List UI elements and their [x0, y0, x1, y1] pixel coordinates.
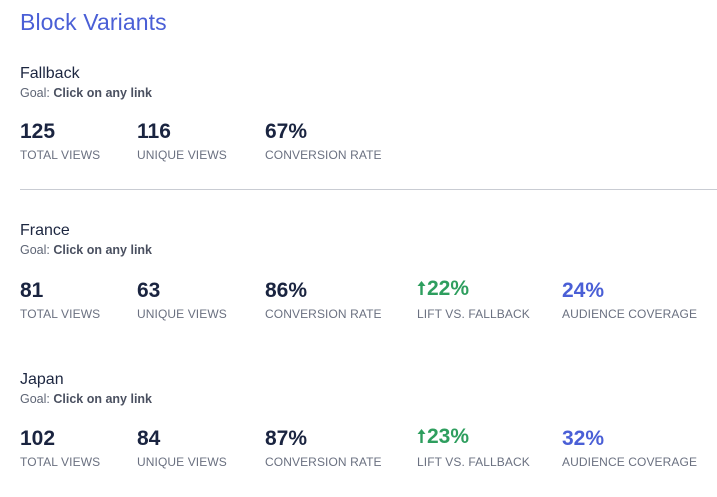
- metric-value: 87%: [265, 427, 308, 450]
- variant-name: Fallback: [20, 65, 80, 82]
- metric-total-views: 125 TOTAL VIEWS: [20, 120, 100, 162]
- metric-value: 81: [20, 279, 44, 302]
- variant-name: Japan: [20, 371, 64, 388]
- metric-label: CONVERSION RATE: [265, 148, 382, 162]
- lift-value: 22%: [427, 277, 470, 300]
- metric-value: 23%: [417, 425, 530, 449]
- metric-value: 32%: [562, 427, 605, 450]
- metric-value: 24%: [562, 279, 605, 302]
- metric-label: LIFT VS. FALLBACK: [417, 307, 530, 321]
- arrow-up-icon: [417, 281, 426, 295]
- metric-conversion-rate: 87% CONVERSION RATE: [265, 427, 382, 469]
- goal-value: Click on any link: [53, 86, 153, 100]
- metrics-row: 102 TOTAL VIEWS 84 UNIQUE VIEWS 87% CONV…: [20, 425, 717, 477]
- lift-value: 23%: [427, 425, 470, 448]
- metrics-row: 125 TOTAL VIEWS 116 UNIQUE VIEWS 67% CON…: [20, 120, 717, 170]
- metric-value: 22%: [417, 277, 530, 301]
- variant-goal: Goal: Click on any link: [20, 86, 152, 100]
- metric-total-views: 81 TOTAL VIEWS: [20, 279, 100, 321]
- metric-label: AUDIENCE COVERAGE: [562, 307, 698, 321]
- variant-goal: Goal: Click on any link: [20, 243, 152, 257]
- metric-label: AUDIENCE COVERAGE: [562, 455, 698, 469]
- metric-audience-coverage: 24% AUDIENCE COVERAGE: [562, 279, 697, 321]
- page-title: Block Variants: [20, 9, 167, 35]
- metric-label: UNIQUE VIEWS: [137, 455, 227, 469]
- goal-value: Click on any link: [53, 243, 153, 257]
- metric-label: LIFT VS. FALLBACK: [417, 455, 530, 469]
- metric-value: 125: [20, 120, 56, 143]
- section-divider: [20, 189, 717, 190]
- goal-value: Click on any link: [53, 392, 153, 406]
- variant-name: France: [20, 222, 70, 239]
- metric-unique-views: 116 UNIQUE VIEWS: [137, 120, 227, 162]
- variant-goal: Goal: Click on any link: [20, 392, 152, 406]
- metric-label: UNIQUE VIEWS: [137, 148, 227, 162]
- goal-label: Goal:: [20, 392, 50, 406]
- metric-value: 86%: [265, 279, 308, 302]
- metric-conversion-rate: 86% CONVERSION RATE: [265, 279, 382, 321]
- metric-value: 116: [137, 120, 171, 143]
- metric-value: 63: [137, 279, 161, 302]
- metric-label: TOTAL VIEWS: [20, 148, 101, 162]
- metric-value: 67%: [265, 120, 308, 143]
- metric-label: CONVERSION RATE: [265, 455, 382, 469]
- metric-lift-vs-fallback: 23% LIFT VS. FALLBACK: [417, 425, 530, 469]
- metric-conversion-rate: 67% CONVERSION RATE: [265, 120, 382, 162]
- goal-label: Goal:: [20, 86, 50, 100]
- metrics-row: 81 TOTAL VIEWS 63 UNIQUE VIEWS 86% CONVE…: [20, 277, 717, 329]
- metric-label: UNIQUE VIEWS: [137, 307, 227, 321]
- metric-label: CONVERSION RATE: [265, 307, 382, 321]
- arrow-up-icon: [417, 429, 426, 443]
- metric-label: TOTAL VIEWS: [20, 455, 101, 469]
- metric-value: 84: [137, 427, 161, 450]
- metric-value: 102: [20, 427, 56, 450]
- metric-total-views: 102 TOTAL VIEWS: [20, 427, 100, 469]
- metric-audience-coverage: 32% AUDIENCE COVERAGE: [562, 427, 697, 469]
- goal-label: Goal:: [20, 243, 50, 257]
- metric-lift-vs-fallback: 22% LIFT VS. FALLBACK: [417, 277, 530, 321]
- metric-unique-views: 63 UNIQUE VIEWS: [137, 279, 227, 321]
- metric-unique-views: 84 UNIQUE VIEWS: [137, 427, 227, 469]
- metric-label: TOTAL VIEWS: [20, 307, 101, 321]
